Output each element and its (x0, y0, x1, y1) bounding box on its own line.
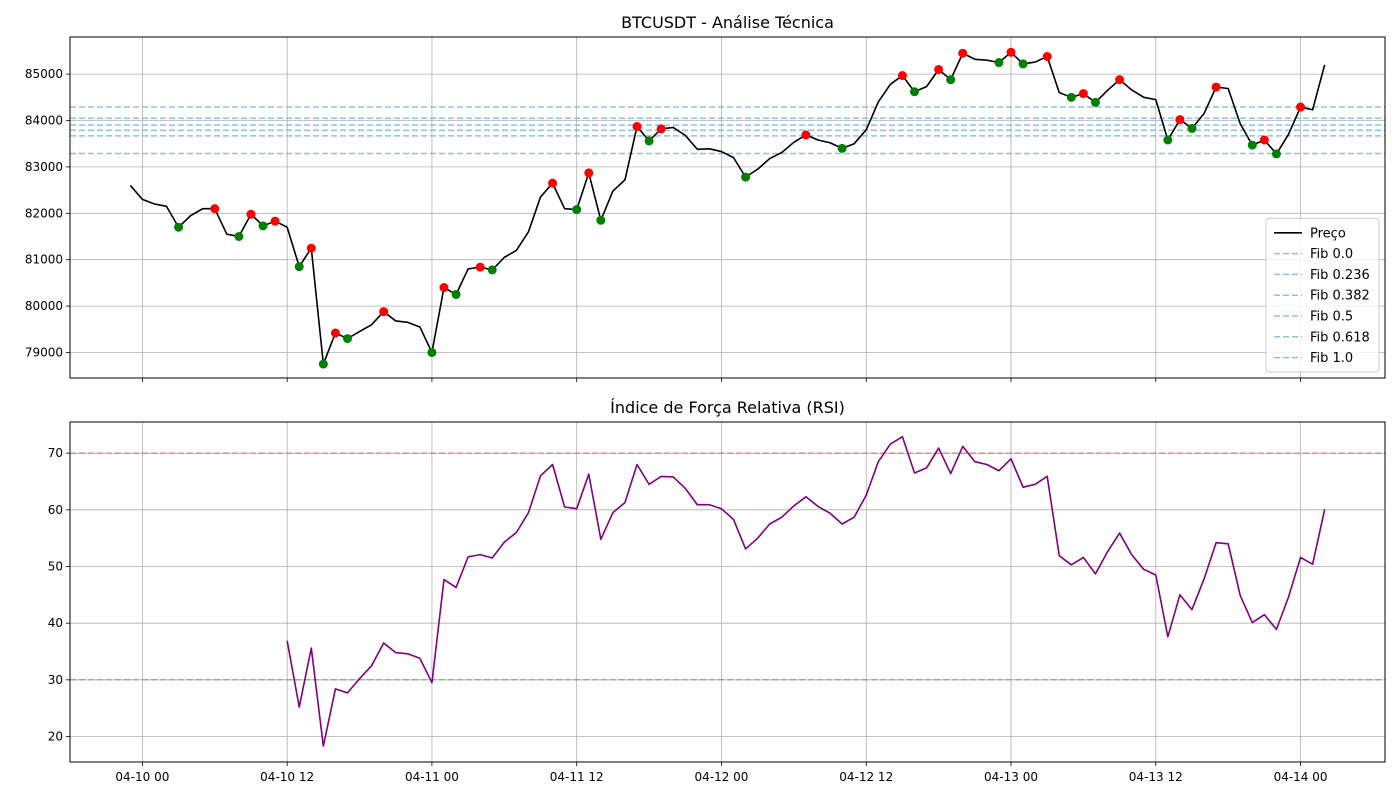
fibonacci-levels (70, 106, 1385, 155)
trough-marker (1187, 123, 1197, 133)
price-line-layer (129, 51, 1326, 365)
trough-marker (258, 221, 268, 231)
trough-marker (1066, 92, 1076, 102)
rsi-line (286, 435, 1326, 747)
peak-marker (934, 64, 944, 74)
trough-marker (342, 334, 352, 344)
x-tick-label: 04-12 12 (839, 770, 893, 784)
peak-marker (1006, 47, 1016, 57)
peak-marker (1078, 89, 1088, 99)
y-tick-label: 30 (48, 673, 63, 687)
rsi-chart-grid (70, 422, 1385, 762)
peak-marker (1211, 82, 1221, 92)
trough-marker (234, 231, 244, 241)
x-tick-label: 04-10 00 (115, 770, 169, 784)
rsi-x-axis: 04-10 00 04-10 12 04-11 00 04-11 12 04-12 00… (115, 762, 1328, 784)
peak-marker (475, 262, 485, 272)
trough-marker (741, 172, 751, 182)
peak-marker (1115, 75, 1125, 85)
rsi-line-layer (286, 435, 1326, 747)
y-tick-label: 79000 (25, 345, 63, 359)
peak-marker (270, 216, 280, 226)
peak-marker (1042, 51, 1052, 61)
rsi-chart-panel: Índice de Força Relativa (RSI) 20 30 40 50 6… (48, 398, 1386, 784)
y-tick-label: 83000 (25, 160, 63, 174)
peak-marker (548, 178, 558, 188)
trough-marker (1271, 149, 1281, 159)
trough-marker (174, 222, 184, 232)
legend-box (1265, 217, 1380, 373)
peak-marker (1259, 135, 1269, 145)
trough-marker (1018, 59, 1028, 69)
y-tick-label: 70 (48, 446, 63, 460)
y-tick-label: 60 (48, 503, 63, 517)
trough-marker (1090, 97, 1100, 107)
peak-marker (632, 122, 642, 132)
y-tick-label: 81000 (25, 253, 63, 267)
rsi-y-axis: 20 30 40 50 60 70 (48, 446, 70, 744)
price-chart-frame (69, 36, 1386, 379)
legend-label: Preço (1310, 226, 1346, 241)
trough-marker (487, 265, 497, 275)
y-tick-label: 82000 (25, 206, 63, 220)
price-x-axis (141, 378, 1301, 382)
legend-label: Fib 0.618 (1310, 330, 1370, 345)
peak-marker (897, 71, 907, 81)
y-tick-label: 50 (48, 560, 63, 574)
rsi-chart-title: Índice de Força Relativa (RSI) (610, 398, 845, 417)
peak-marker (246, 209, 256, 219)
price-chart-legend: Preço Fib 0.0 Fib 0.236 Fib 0.382 Fib 0.5 Fib… (1265, 217, 1380, 373)
y-tick-label: 85000 (25, 67, 63, 81)
x-tick-label: 04-11 12 (550, 770, 604, 784)
legend-label: Fib 0.236 (1310, 268, 1370, 283)
trough-marker (1163, 135, 1173, 145)
legend-label: Fib 1.0 (1310, 351, 1353, 366)
peak-marker (1296, 102, 1306, 112)
y-tick-label: 20 (48, 730, 63, 744)
x-tick-label: 04-13 12 (1129, 770, 1183, 784)
x-tick-label: 04-13 00 (984, 770, 1038, 784)
trough-marker (837, 143, 847, 153)
x-tick-label: 04-11 00 (405, 770, 459, 784)
y-tick-label: 40 (48, 616, 63, 630)
trough-marker (596, 215, 606, 225)
x-tick-label: 04-14 00 (1274, 770, 1328, 784)
trough-marker (294, 262, 304, 272)
trough-marker (946, 75, 956, 85)
legend-label: Fib 0.0 (1310, 247, 1353, 262)
peak-marker (958, 48, 968, 58)
trough-marker (318, 359, 328, 369)
peak-marker (330, 328, 340, 338)
price-chart-grid (70, 37, 1385, 378)
trough-marker (909, 87, 919, 97)
trough-marker (644, 136, 654, 146)
peak-trough-markers (174, 47, 1306, 369)
legend-label: Fib 0.382 (1310, 289, 1370, 304)
legend-label: Fib 0.5 (1310, 310, 1353, 325)
price-chart-title: BTCUSDT - Análise Técnica (621, 13, 834, 32)
peak-marker (1175, 115, 1185, 125)
peak-marker (439, 283, 449, 293)
peak-marker (210, 204, 220, 214)
peak-marker (801, 130, 811, 140)
peak-marker (656, 124, 666, 134)
y-tick-label: 80000 (25, 299, 63, 313)
price-line (129, 51, 1326, 365)
trough-marker (451, 289, 461, 299)
y-tick-label: 84000 (25, 114, 63, 128)
peak-marker (379, 307, 389, 317)
rsi-chart-frame (69, 421, 1386, 763)
peak-marker (584, 168, 594, 178)
trough-marker (1247, 140, 1257, 150)
price-chart-panel: BTCUSDT - Análise Técnica 79000 80000 8100… (25, 13, 1386, 382)
x-tick-label: 04-10 12 (260, 770, 314, 784)
peak-marker (306, 243, 316, 253)
trough-marker (427, 347, 437, 357)
trough-marker (994, 58, 1004, 68)
trough-marker (572, 205, 582, 215)
price-y-axis: 79000 80000 81000 82000 83000 84000 85000 (25, 67, 70, 359)
x-tick-label: 04-12 00 (694, 770, 748, 784)
rsi-reference-lines (70, 452, 1385, 681)
